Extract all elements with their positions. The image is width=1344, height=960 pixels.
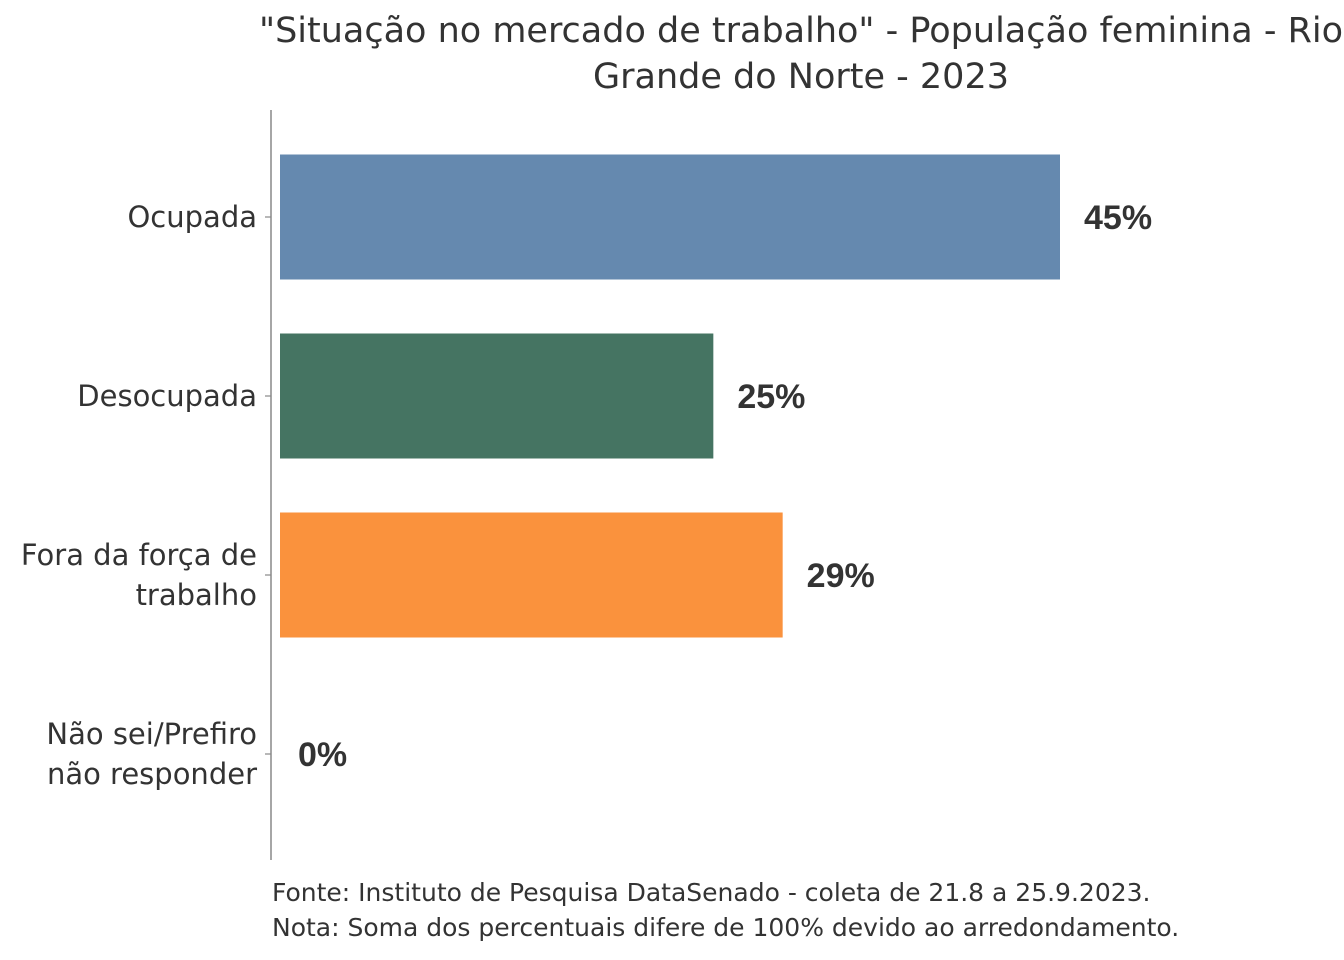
data-label: 29%: [807, 557, 875, 595]
chart-title: "Situação no mercado de trabalho" - Popu…: [256, 8, 1344, 100]
title-line-2: Grande do Norte - 2023: [593, 57, 1009, 97]
data-label: 25%: [737, 378, 805, 416]
category-label: Não sei/Prefiro: [46, 717, 257, 751]
category-label: não responder: [47, 757, 257, 791]
data-label: 45%: [1084, 199, 1152, 237]
bar-2: [280, 512, 783, 638]
bar-1: [280, 333, 714, 459]
rounding-note: Nota: Soma dos percentuais difere de 100…: [272, 913, 1180, 942]
source-note: Fonte: Instituto de Pesquisa DataSenado …: [272, 878, 1151, 907]
title-line-1: "Situação no mercado de trabalho" - Popu…: [258, 11, 1344, 51]
category-label: Desocupada: [77, 379, 257, 413]
bar-0: [280, 154, 1060, 280]
category-label: Ocupada: [127, 200, 257, 234]
data-label: 0%: [298, 736, 347, 774]
category-label: Fora da força de: [21, 538, 257, 572]
category-label: trabalho: [136, 578, 257, 612]
